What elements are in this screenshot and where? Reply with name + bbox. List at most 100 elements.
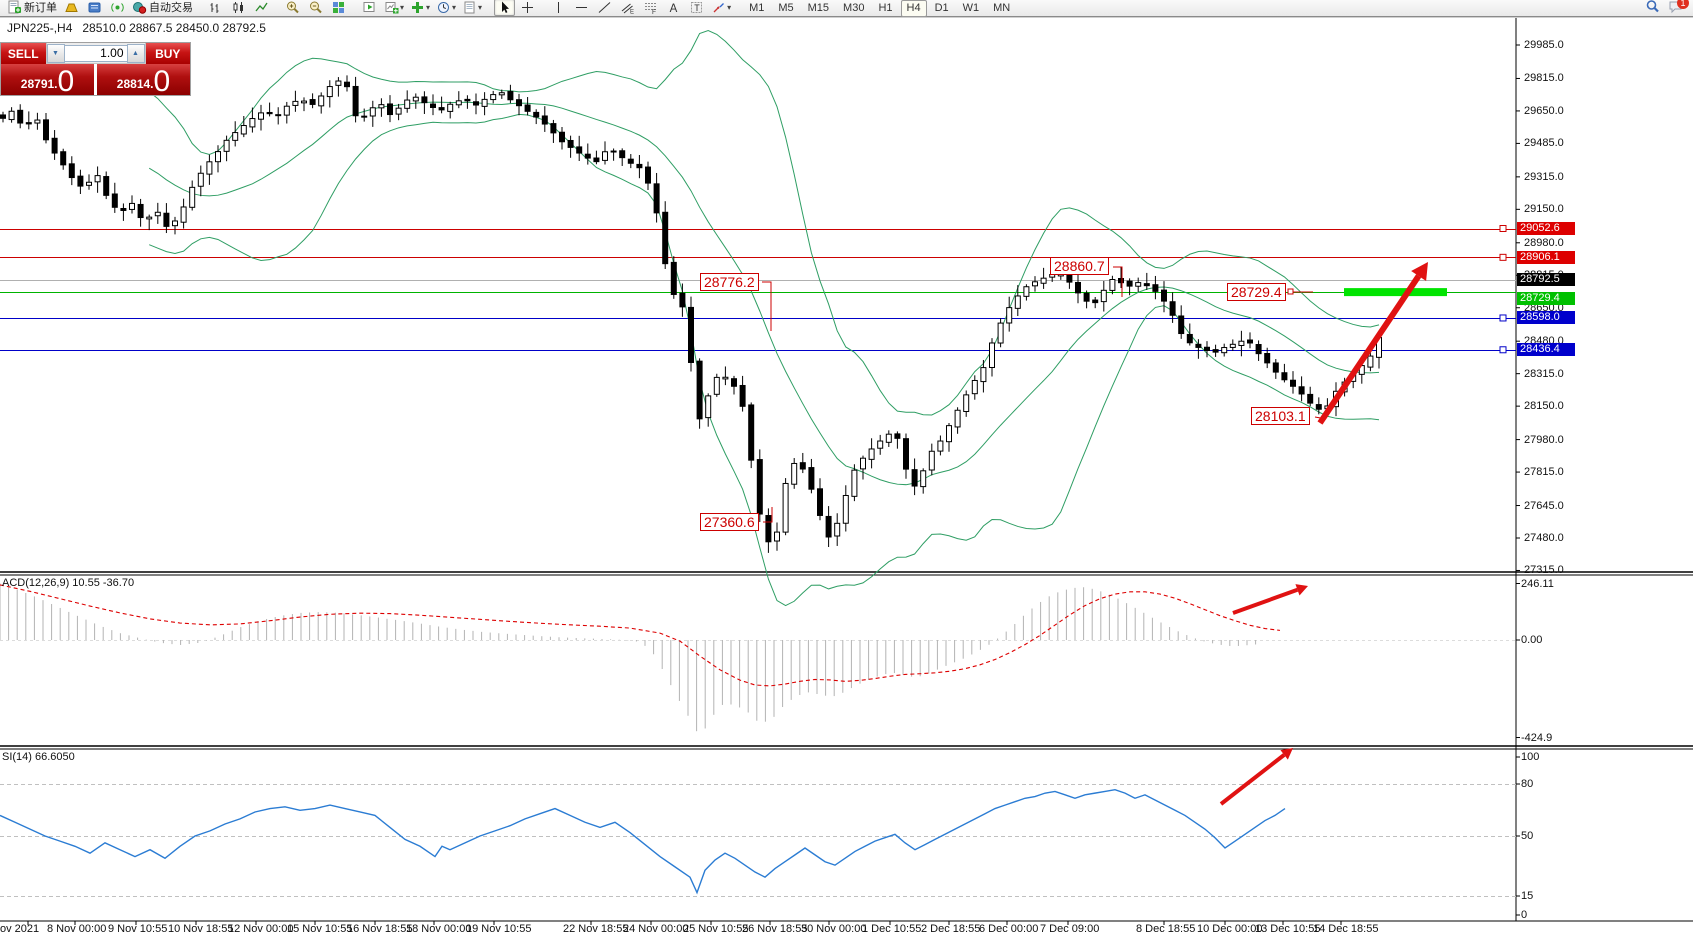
candlestick [438, 107, 445, 111]
candlestick [679, 292, 686, 308]
line-chart-icon [255, 2, 268, 11]
price-level-lines[interactable] [0, 229, 1516, 351]
sell-button[interactable]: SELL [1, 43, 46, 64]
candlestick [636, 163, 643, 169]
price-annotation[interactable]: 27360.6 [700, 513, 759, 531]
candlestick [584, 153, 591, 159]
market-watch-icon [88, 2, 101, 12]
buy-button[interactable]: BUY [145, 43, 190, 64]
timeframe-button-m1[interactable]: M1 [749, 2, 765, 14]
volume-increase-button[interactable]: ▲ [126, 43, 145, 63]
arrow-head [1411, 262, 1428, 281]
indicators-button[interactable]: ▾ [408, 0, 432, 16]
charts-button[interactable] [61, 0, 82, 16]
chevron-down-icon: ▾ [400, 2, 405, 12]
tile-windows-button[interactable] [328, 0, 349, 16]
candlestick [1143, 283, 1150, 287]
price-annotation[interactable]: 28860.7 [1050, 257, 1109, 275]
timeframe-button-d1[interactable]: D1 [934, 2, 949, 14]
crosshair-button[interactable] [517, 0, 538, 16]
notifications-button[interactable]: 1 [1665, 0, 1689, 17]
candlestick [559, 131, 565, 143]
buy-price-panel[interactable]: 28814. 0 [97, 64, 190, 97]
candlestick [498, 92, 505, 96]
candlestick [60, 151, 67, 166]
zoom-in-button[interactable] [282, 0, 303, 16]
candlestick [17, 109, 24, 124]
line-anchor-handle [1499, 346, 1507, 354]
trendline-button[interactable] [594, 0, 615, 16]
candlestick [610, 150, 617, 153]
timeframe-button-w1[interactable]: W1 [962, 2, 980, 14]
candlestick [25, 122, 32, 125]
text-label-button[interactable]: T [686, 0, 707, 16]
strategy-tester-button[interactable] [359, 0, 380, 16]
candlestick-chart-button[interactable] [228, 0, 249, 16]
candlestick [696, 360, 703, 420]
candlestick [404, 99, 411, 109]
candlestick [266, 111, 273, 115]
search-icon [1645, 0, 1660, 17]
arrows-button[interactable]: ▾ [709, 0, 733, 16]
price-annotation[interactable]: 28729.4 [1227, 283, 1286, 301]
volume-decrease-button[interactable]: ▼ [46, 43, 65, 63]
timeframe-button-m5[interactable]: M5 [778, 2, 794, 14]
candlestick [903, 438, 909, 470]
channel-icon: E [621, 3, 634, 15]
macd-panel[interactable] [0, 583, 1516, 732]
new-order-button[interactable]: 新订单 [5, 0, 59, 16]
rsi-panel[interactable] [0, 784, 1516, 897]
volume-input[interactable] [64, 44, 127, 62]
highlighted-level-segment[interactable] [1344, 288, 1447, 297]
market-watch-button[interactable] [84, 0, 105, 16]
candlestick [473, 101, 479, 106]
annotation-leaders [762, 266, 1327, 523]
candlestick [1315, 404, 1322, 410]
timeframe-button-h1[interactable]: H1 [878, 2, 893, 14]
candlestick [688, 306, 694, 363]
bar-chart-button[interactable] [205, 0, 226, 16]
fibonacci-button[interactable]: F [640, 0, 661, 16]
equidistant-channel-button[interactable]: E [617, 0, 638, 16]
candlestick [627, 158, 634, 164]
periods-button[interactable]: ▾ [434, 0, 458, 16]
candlestick [232, 132, 239, 141]
zoom-out-button[interactable] [305, 0, 326, 16]
cursor-button[interactable] [494, 0, 516, 16]
timeframe-button-h4[interactable]: H4 [900, 0, 927, 17]
templates-button[interactable]: ▾ [460, 0, 484, 16]
indicators-icon [412, 1, 424, 13]
autotrading-button[interactable]: 自动交易 [130, 0, 195, 16]
sell-price-panel[interactable]: 28791. 0 [1, 64, 94, 97]
candlestick [799, 462, 806, 470]
candlestick [963, 394, 970, 412]
candlestick [713, 376, 720, 395]
line-chart-button[interactable] [251, 0, 272, 16]
horizontal-line-button[interactable] [571, 0, 592, 16]
price-annotation[interactable]: 28776.2 [700, 273, 759, 291]
candlestick [1023, 286, 1030, 297]
new-chart-button[interactable]: ▾ [382, 0, 406, 16]
candlestick [946, 425, 952, 443]
text-button[interactable]: A [663, 0, 684, 16]
candlestick [705, 395, 712, 419]
notification-badge: 1 [1677, 0, 1689, 9]
search-button[interactable] [1642, 0, 1663, 17]
timeframe-button-m30[interactable]: M30 [843, 2, 865, 14]
candlestick [1006, 307, 1013, 324]
signals-icon [111, 2, 124, 12]
timeframe-button-mn[interactable]: MN [993, 2, 1011, 14]
candlestick [163, 212, 170, 227]
timeframe-button-m15[interactable]: M15 [807, 2, 830, 14]
trend-arrows[interactable] [1219, 262, 1428, 806]
vertical-line-button[interactable] [548, 0, 569, 16]
candlestick [1298, 386, 1305, 395]
candlestick [94, 175, 101, 183]
candlestick [180, 206, 187, 223]
crosshair-icon [522, 1, 534, 13]
price-annotation[interactable]: 28103.1 [1251, 407, 1310, 425]
search-icon [1646, 0, 1659, 13]
signals-button[interactable] [107, 0, 128, 16]
candlestick [68, 163, 75, 179]
